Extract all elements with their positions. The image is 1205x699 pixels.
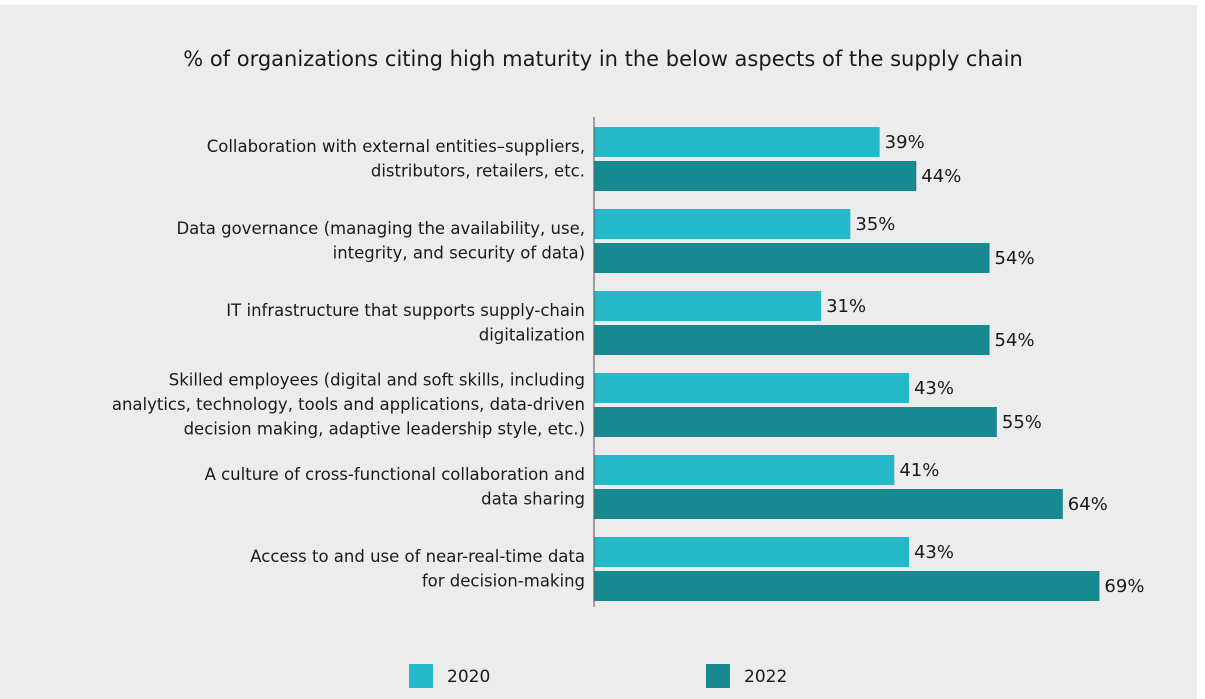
legend-label: 2022 xyxy=(744,667,787,687)
value-label: 43% xyxy=(914,378,954,399)
bar xyxy=(594,209,851,239)
category-label: Collaboration with external entities–sup… xyxy=(207,136,585,180)
bar xyxy=(594,373,909,403)
category-label-line: Access to and use of near-real-time data xyxy=(250,546,585,565)
value-label: 35% xyxy=(855,214,895,235)
value-label: 55% xyxy=(1002,412,1042,433)
bar xyxy=(594,325,990,355)
value-label: 64% xyxy=(1068,494,1108,515)
bar xyxy=(594,571,1100,601)
category-label-line: distributors, retailers, etc. xyxy=(371,161,585,180)
bar xyxy=(594,243,990,273)
category-label-line: decision making, adaptive leadership sty… xyxy=(184,419,585,438)
category-label-line: digitalization xyxy=(479,325,585,344)
category-label-line: analytics, technology, tools and applica… xyxy=(112,395,585,414)
category-label-line: IT infrastructure that supports supply-c… xyxy=(226,300,585,319)
value-label: 43% xyxy=(914,542,954,563)
legend-label: 2020 xyxy=(447,667,490,687)
category-label: A culture of cross-functional collaborat… xyxy=(205,464,585,508)
chart-title: % of organizations citing high maturity … xyxy=(183,47,1023,71)
category-label-line: A culture of cross-functional collaborat… xyxy=(205,464,585,483)
category-label-line: integrity, and security of data) xyxy=(333,243,585,262)
bar xyxy=(594,127,880,157)
category-label: IT infrastructure that supports supply-c… xyxy=(226,300,585,344)
category-label-line: Skilled employees (digital and soft skil… xyxy=(169,370,585,389)
category-label-line: data sharing xyxy=(481,489,585,508)
value-label: 54% xyxy=(995,248,1035,269)
category-label: Data governance (managing the availabili… xyxy=(176,218,585,262)
category-label: Access to and use of near-real-time data… xyxy=(250,546,585,590)
value-label: 39% xyxy=(885,132,925,153)
bar xyxy=(594,537,909,567)
bar xyxy=(594,455,895,485)
bar xyxy=(594,161,917,191)
value-label: 69% xyxy=(1104,576,1144,597)
value-label: 31% xyxy=(826,296,866,317)
bar xyxy=(594,489,1063,519)
bar xyxy=(594,291,822,321)
category-label-line: Collaboration with external entities–sup… xyxy=(207,136,585,155)
category-label-line: Data governance (managing the availabili… xyxy=(176,218,585,237)
category-label-line: for decision-making xyxy=(422,571,585,590)
category-label: Skilled employees (digital and soft skil… xyxy=(112,370,585,438)
value-label: 44% xyxy=(921,166,961,187)
value-label: 41% xyxy=(899,460,939,481)
value-label: 54% xyxy=(995,330,1035,351)
legend-swatch xyxy=(706,664,730,688)
bar xyxy=(594,407,997,437)
legend-swatch xyxy=(409,664,433,688)
